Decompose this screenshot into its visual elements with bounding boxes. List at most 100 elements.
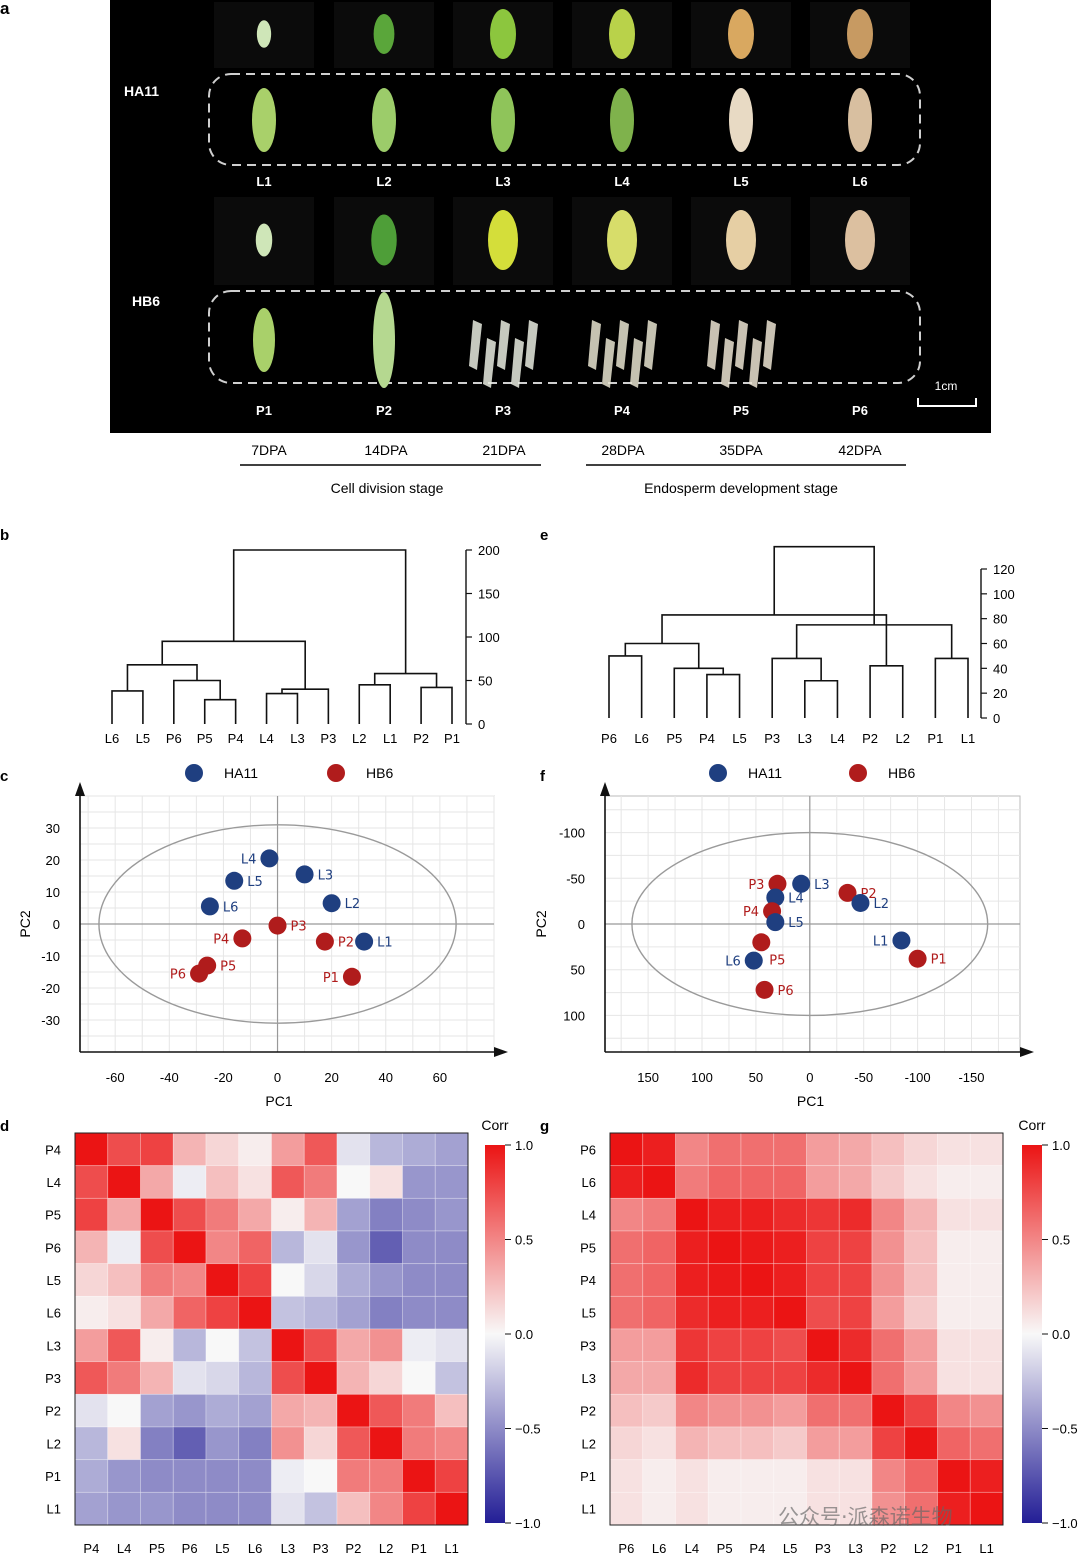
heatmap-cell (271, 1459, 305, 1493)
heatmap-cell (642, 1132, 676, 1167)
heatmap-cell (675, 1426, 709, 1461)
heatmap-cell (205, 1230, 240, 1265)
dendrogram-leaf-label: P1 (927, 731, 943, 746)
heatmap-cell (238, 1197, 272, 1232)
heatmap-cell (369, 1263, 403, 1297)
heatmap-cell (402, 1197, 436, 1232)
heatmap-cell (303, 1393, 338, 1428)
heatmap-cell (336, 1393, 371, 1428)
heatmap-cell (205, 1165, 240, 1199)
column-label: L1 (979, 1541, 993, 1556)
dendrogram-branch (673, 667, 725, 718)
heatmap-cell (609, 1491, 644, 1526)
heatmap-cell (838, 1165, 873, 1199)
grain-ha11-husk (252, 88, 276, 152)
dendrogram-leaf-label: P3 (320, 731, 336, 746)
dendrogram-leaf-label: P5 (197, 731, 213, 746)
heatmap-cell (402, 1328, 436, 1363)
row-label: L5 (47, 1273, 61, 1288)
heatmap-cell (434, 1197, 469, 1232)
heatmap-cell (806, 1165, 840, 1199)
heatmap-cell (434, 1263, 469, 1297)
axis-tick-label: 100 (478, 630, 500, 645)
legend-marker (709, 764, 727, 782)
heatmap-cell (904, 1361, 938, 1395)
heatmap-cell (271, 1230, 305, 1265)
column-label: L1 (444, 1541, 458, 1556)
panel-letter-f: f (540, 768, 546, 785)
y-tick-label: 10 (46, 885, 60, 900)
dendrogram-leaf-label: P2 (862, 731, 878, 746)
stage-label-endosperm: Endosperm development stage (644, 480, 838, 496)
heatmap-cell (904, 1165, 938, 1199)
heatmap-cell (107, 1263, 141, 1297)
heatmap-cell (871, 1393, 906, 1428)
x-tick-label: -150 (958, 1070, 984, 1085)
heatmap-cell (937, 1426, 971, 1461)
column-label: L2 (379, 1541, 393, 1556)
x-tick-label: 100 (691, 1070, 713, 1085)
row-label: L3 (582, 1371, 596, 1386)
heatmap-cell (336, 1459, 371, 1493)
dendrogram-leaf-label: P1 (444, 731, 460, 746)
heatmap-cell (271, 1263, 305, 1297)
husk-fragment (616, 320, 629, 370)
heatmap-cell (740, 1263, 775, 1297)
heatmap-cell (675, 1132, 709, 1167)
dpa-label: 28DPA (601, 442, 645, 458)
heatmap-cell (773, 1295, 807, 1330)
data-point (322, 894, 341, 913)
dendrogram-leaf-label: L3 (290, 731, 304, 746)
heatmap-cell (434, 1165, 469, 1199)
y-axis-label: PC2 (533, 910, 549, 937)
sample-label-P: P4 (614, 403, 631, 418)
husk-fragment (525, 320, 538, 370)
grain-ha11-husk (372, 88, 396, 152)
heatmap-cell (271, 1295, 305, 1330)
heatmap-cell (707, 1328, 742, 1363)
dendrogram-branch (934, 657, 969, 718)
heatmap-cell (871, 1491, 906, 1526)
point-label: P5 (220, 960, 236, 975)
heatmap-cell (871, 1165, 906, 1199)
dendrogram-branch (281, 688, 330, 724)
heatmap-cell (369, 1197, 403, 1232)
heatmap-cell (172, 1230, 207, 1265)
heatmap-cell (74, 1393, 109, 1428)
sample-label-P: P1 (256, 403, 272, 418)
heatmap-cell (740, 1393, 775, 1428)
column-label: P2 (880, 1541, 896, 1556)
axes (79, 786, 504, 1053)
heatmap-cell (107, 1328, 141, 1363)
data-point (755, 980, 774, 999)
heatmap-cell (871, 1328, 906, 1363)
heatmap-cell (642, 1230, 676, 1265)
point-label: L4 (788, 891, 804, 906)
row-label: P6 (45, 1240, 61, 1255)
heatmap-cell (369, 1361, 403, 1395)
row-label-ha11: HA11 (124, 83, 159, 99)
heatmap-cell (838, 1361, 873, 1395)
heatmap-cell (707, 1491, 742, 1526)
heatmap-cell (107, 1197, 141, 1232)
heatmap-cell (871, 1426, 906, 1461)
heatmap-cell (609, 1459, 644, 1493)
legend-marker (327, 764, 345, 782)
data-point (792, 874, 811, 893)
heatmap-cell (871, 1295, 906, 1330)
heatmap-cell (402, 1361, 436, 1395)
sample-label-L: L3 (495, 174, 510, 189)
heatmap-cell (642, 1165, 676, 1199)
row-label: L5 (582, 1306, 596, 1321)
axis-tick-label: 50 (478, 674, 492, 689)
heatmap-cell (205, 1132, 240, 1167)
heatmap-cell (369, 1328, 403, 1363)
colorbar-tick-label: −0.5 (1052, 1422, 1078, 1437)
panel-letter-g: g (540, 1118, 549, 1135)
heatmap-cell (707, 1230, 742, 1265)
husk-fragment (749, 338, 762, 388)
y-axis-label: PC2 (17, 910, 33, 937)
heatmap-cell (806, 1295, 840, 1330)
heatmap-cell (806, 1132, 840, 1167)
grain-ha11-dehulled (256, 20, 272, 48)
